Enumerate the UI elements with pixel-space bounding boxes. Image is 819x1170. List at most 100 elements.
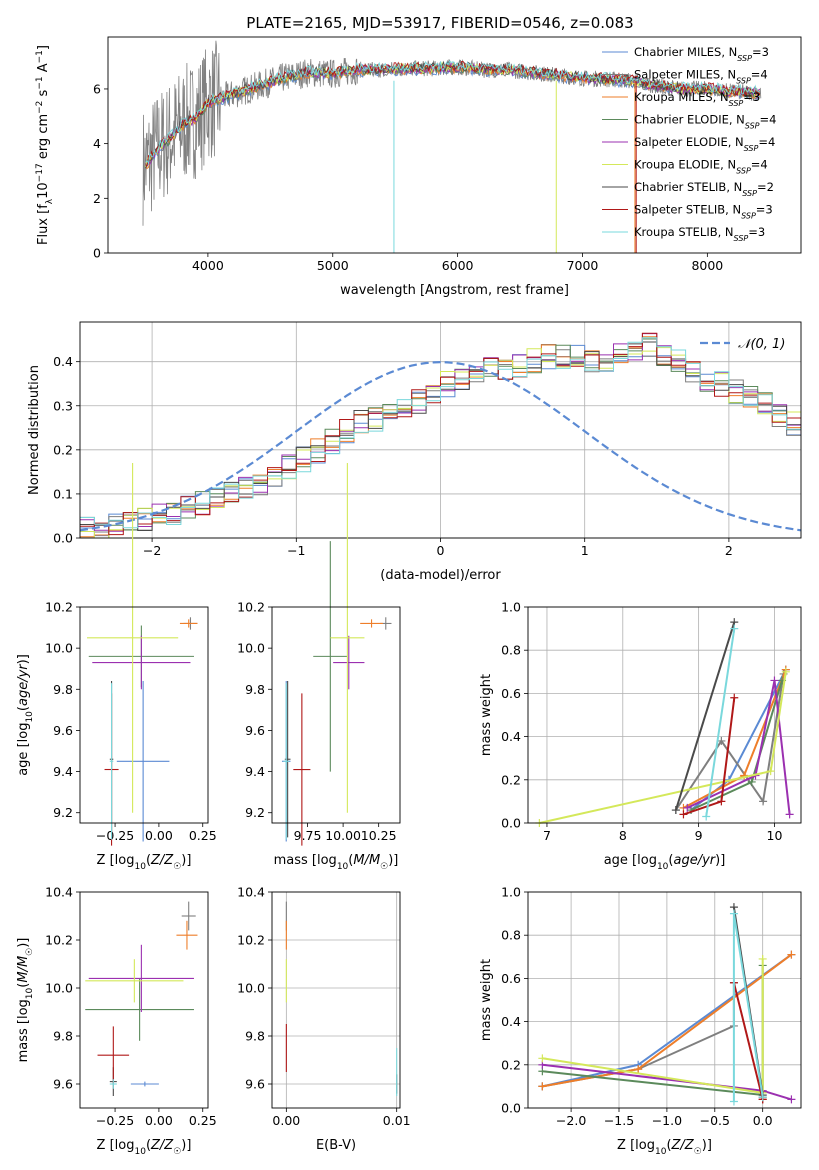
x-tick-label: 10.25 — [361, 828, 397, 843]
weight-marker — [758, 1093, 767, 1102]
x-tick-label: −2.0 — [556, 1113, 586, 1128]
axes-spectrum: 4000 5000 6000 7000 8000 0 2 4 6 wavelength [Angs… — [35, 45, 723, 298]
y-tick-label: 9.6 — [245, 1077, 265, 1092]
x-tick-label: 6000 — [442, 258, 474, 273]
weight-marker — [766, 767, 775, 776]
weight-line — [542, 959, 764, 1095]
legend-label: Salpeter STELIB, NSSP=3 — [634, 203, 773, 221]
residual-histograms — [80, 332, 801, 538]
y-tick-label: 9.6 — [53, 723, 73, 738]
y-tick-label: 10.0 — [237, 641, 265, 656]
spectrum-xlabel: wavelength [Angstrom, rest frame] — [340, 283, 569, 298]
y-tick-label: 0.1 — [53, 486, 73, 501]
spectrum-legend: Chabrier MILES, NSSP=3 Salpeter MILES, NS… — [602, 45, 776, 243]
frame-age_vs_mass — [271, 606, 401, 824]
y-tick-label: 0.8 — [501, 643, 521, 658]
x-tick-label: −2 — [143, 543, 161, 558]
x-tick-label: −0.25 — [96, 1113, 134, 1128]
x-tick-label: 1 — [581, 543, 589, 558]
spectrum-plot — [142, 40, 762, 253]
lines-mw_vs_Z — [538, 903, 796, 1106]
x-tick-label: 0.25 — [189, 828, 217, 843]
weight-marker — [634, 1065, 643, 1074]
legend-label: Chabrier STELIB, NSSP=2 — [634, 180, 774, 198]
residual-frame — [79, 321, 802, 539]
x-tick-label: −1 — [287, 543, 305, 558]
x-tick-label: 10 — [767, 828, 783, 843]
weight-marker — [781, 667, 790, 676]
x-tick-label: −1.5 — [604, 1113, 634, 1128]
weight-line — [674, 621, 736, 811]
y-tick-label: 6 — [93, 81, 101, 96]
legend-label: Chabrier ELODIE, NSSP=4 — [634, 113, 776, 131]
weight-marker — [671, 806, 680, 815]
residual-legend: 𝒩(0, 1) — [700, 337, 785, 352]
y-tick-label: 0.8 — [501, 928, 521, 943]
axes-mass_vs_ebv: 0.00 0.01 9.6 9.8 10.0 10.2 10.4 E(B-V) — [237, 885, 410, 1154]
weight-line — [675, 673, 785, 811]
weight-marker — [729, 1097, 738, 1106]
residual-ylabel: Normed distribution — [27, 365, 42, 495]
y-tick-label: 1.0 — [501, 885, 521, 900]
weight-marker — [729, 909, 738, 918]
gaussian-curve — [80, 360, 801, 532]
axes-mw_vs_Z: −2.0 −1.5 −1.0 −0.5 0.0 0.0 0.2 0.4 0.6 0.8 1.0 mas… — [479, 885, 801, 1157]
x-tick-label: 7000 — [567, 258, 599, 273]
x-tick-label: 0.25 — [189, 1113, 217, 1128]
ylabel-age_vs_Z: age [log10(age/yr)] — [16, 654, 35, 776]
y-tick-label: 0.4 — [53, 354, 73, 369]
y-tick-label: 9.4 — [245, 764, 265, 779]
weight-marker — [679, 810, 688, 819]
y-tick-label: 9.8 — [53, 1029, 73, 1044]
x-tick-label: 0.00 — [272, 1113, 300, 1128]
spectrum-ylabel: Flux [fλ10−17 erg cm−2 s−1 A−1] — [35, 45, 55, 245]
weight-line — [732, 982, 764, 1100]
y-tick-label: 0.2 — [53, 442, 73, 457]
y-tick-label: 9.2 — [53, 805, 73, 820]
weight-marker — [758, 954, 767, 963]
axes-mass_vs_Z: −0.25 0.00 0.25 9.6 9.8 10.0 10.2 10.4 Z [log10(… — [16, 885, 217, 1158]
lines-mw_vs_age — [535, 618, 794, 827]
x-tick-label: 0.00 — [145, 1113, 173, 1128]
residual-xlabel: (data-model)/error — [380, 568, 501, 583]
y-tick-label: 10.4 — [45, 885, 73, 900]
x-tick-label: 0.01 — [383, 1113, 411, 1128]
legend-label: Salpeter MILES, NSSP=4 — [634, 68, 768, 86]
xlabel-mw_vs_Z: Z [log10(Z/Z☉)] — [617, 1138, 712, 1157]
spectrum-frame — [107, 36, 802, 254]
xlabel-mass_vs_Z: Z [log10(Z/Z☉)] — [97, 1138, 192, 1157]
frame-mw_vs_Z — [527, 891, 802, 1109]
y-tick-label: 0.6 — [501, 971, 521, 986]
y-tick-label: 0.2 — [501, 1057, 521, 1072]
weight-marker — [730, 624, 739, 633]
legend-label: Kroupa STELIB, NSSP=3 — [634, 225, 765, 243]
x-tick-label: 4000 — [192, 258, 224, 273]
x-tick-label: 8000 — [691, 258, 723, 273]
y-tick-label: 10.0 — [45, 981, 73, 996]
weight-marker — [747, 777, 756, 786]
weight-line — [705, 628, 736, 817]
weight-marker — [787, 950, 796, 959]
frame-mass_vs_ebv — [271, 891, 401, 1109]
weight-marker — [730, 693, 739, 702]
x-tick-label: 9.75 — [294, 828, 322, 843]
y-tick-label: 0 — [93, 246, 101, 261]
xlabel-mass_vs_ebv: E(B-V) — [316, 1138, 356, 1153]
y-tick-label: 0.6 — [501, 686, 521, 701]
legend-label: Salpeter ELODIE, NSSP=4 — [634, 135, 775, 153]
frame-mass_vs_Z — [79, 891, 209, 1109]
legend-label: Kroupa ELODIE, NSSP=4 — [634, 158, 768, 176]
weight-marker — [702, 812, 711, 821]
weight-marker — [538, 1054, 547, 1063]
frame-mw_vs_age — [527, 606, 802, 824]
y-tick-label: 10.2 — [237, 933, 265, 948]
y-tick-label: 10.2 — [237, 600, 265, 615]
axes-age_vs_Z: −0.25 0.00 0.25 9.2 9.4 9.6 9.8 10.0 10.2 Z [log1… — [16, 600, 217, 873]
xlabel-age_vs_mass: mass [log10(M/M☉)] — [274, 853, 399, 872]
weight-marker — [787, 1095, 796, 1104]
y-tick-label: 9.6 — [53, 1077, 73, 1092]
weight-marker — [759, 797, 768, 806]
axes-residuals: −2 −1 0 1 2 0.0 0.1 0.2 0.3 0.4 (data-model)/error… — [27, 322, 801, 583]
weight-marker — [717, 736, 726, 745]
